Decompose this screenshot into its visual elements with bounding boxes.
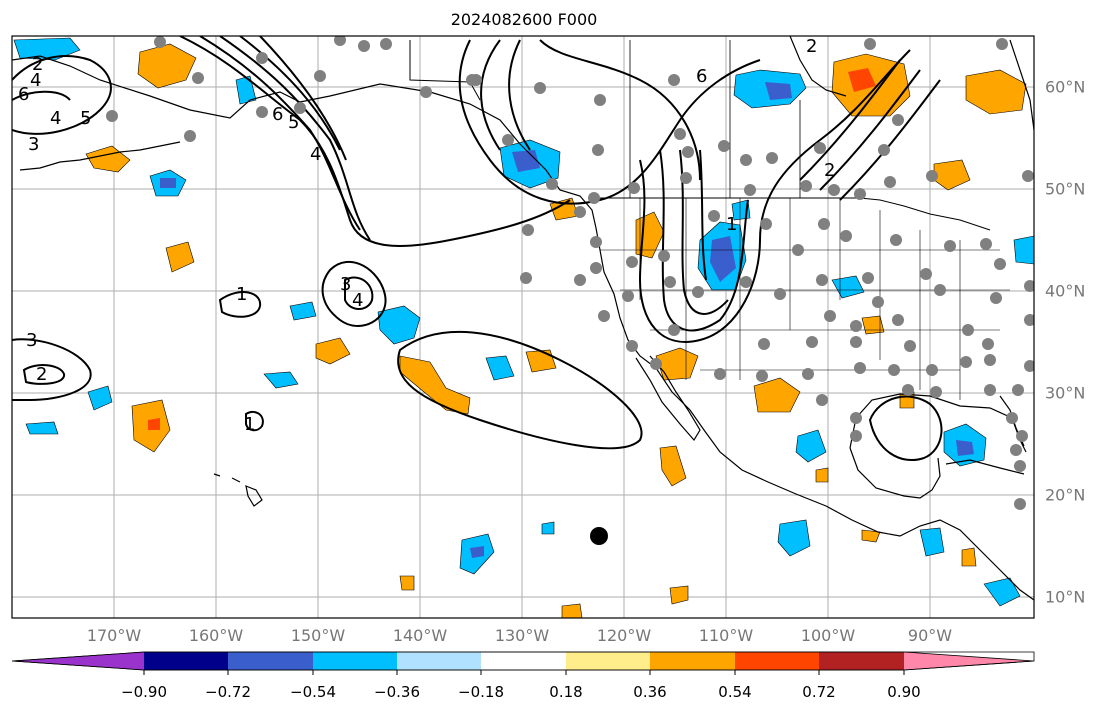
colorbar-segment [904, 652, 1034, 670]
contour-label: 4 [352, 290, 363, 311]
colorbar-tick-label: −0.54 [290, 683, 336, 701]
lat-label: 20°N [1045, 485, 1086, 505]
colorbar-tick-label: −0.72 [205, 683, 251, 701]
colorbar-segment [819, 652, 904, 670]
colorbar-tick-label: 0.36 [633, 683, 667, 701]
lon-label: 170°W [86, 626, 142, 645]
contour-label: 4 [50, 108, 61, 129]
map-title: 2024082600 F000 [450, 10, 598, 29]
colorbar-tick-label: 0.18 [549, 683, 583, 701]
contour-label: 1 [244, 414, 255, 435]
contour-labels: 1 2 3 4 5 6 1 2 3 4 6 2 3 4 6 2 1 4 5 [18, 36, 835, 435]
contour-label: 4 [30, 70, 41, 91]
contour-label: 2 [824, 160, 835, 181]
contour-label: 6 [696, 66, 707, 87]
colorbar-segment [397, 652, 481, 670]
colorbar-segment [313, 652, 397, 670]
colorbar [11, 651, 1035, 675]
lat-label: 30°N [1045, 383, 1086, 403]
contour-label: 3 [26, 330, 37, 351]
lon-label: 120°W [596, 626, 652, 645]
storm-center-marker [590, 527, 608, 545]
colorbar-segment [144, 652, 228, 670]
colorbar-segment [481, 652, 566, 670]
contour-label: 3 [340, 274, 351, 295]
colorbar-tick-label: −0.36 [374, 683, 420, 701]
colorbar-tick-label: −0.90 [121, 683, 167, 701]
lon-label: 110°W [698, 626, 754, 645]
map-frame [11, 35, 1035, 619]
contour-lines [12, 36, 943, 461]
colorbar-segment [228, 652, 313, 670]
contour-label: 4 [310, 144, 321, 165]
colorbar-tick-label: 0.72 [802, 683, 836, 701]
colorbar-tick-label: −0.18 [458, 683, 504, 701]
lon-label: 100°W [800, 626, 856, 645]
contour-label: 6 [18, 84, 29, 105]
lat-label: 40°N [1045, 281, 1086, 301]
colorbar-tick-label: 0.90 [887, 683, 921, 701]
colorbar-tick-label: 0.54 [718, 683, 752, 701]
station-markers [106, 36, 1034, 510]
colorbar-segment [566, 652, 650, 670]
lon-label: 140°W [392, 626, 448, 645]
map-background [12, 36, 1034, 618]
lat-label: 10°N [1045, 587, 1086, 607]
colorbar-segment [650, 652, 735, 670]
contour-label: 2 [36, 364, 47, 385]
contour-label: 3 [28, 134, 39, 155]
lon-label: 160°W [188, 626, 244, 645]
lon-label: 150°W [290, 626, 346, 645]
contour-label: 6 [272, 104, 283, 125]
colorbar-segment [735, 652, 819, 670]
contour-label: 5 [288, 112, 299, 133]
coastlines [12, 36, 1034, 601]
contour-label: 2 [32, 54, 43, 75]
lat-label: 60°N [1045, 77, 1086, 97]
contour-label: 1 [726, 214, 737, 235]
colorbar-segment [12, 652, 144, 670]
lon-label: 90°W [907, 626, 953, 645]
contour-label: 2 [806, 36, 817, 57]
lon-label: 130°W [494, 626, 550, 645]
contour-label: 1 [236, 284, 247, 305]
contour-label: 5 [80, 108, 91, 129]
lat-label: 50°N [1045, 179, 1086, 199]
